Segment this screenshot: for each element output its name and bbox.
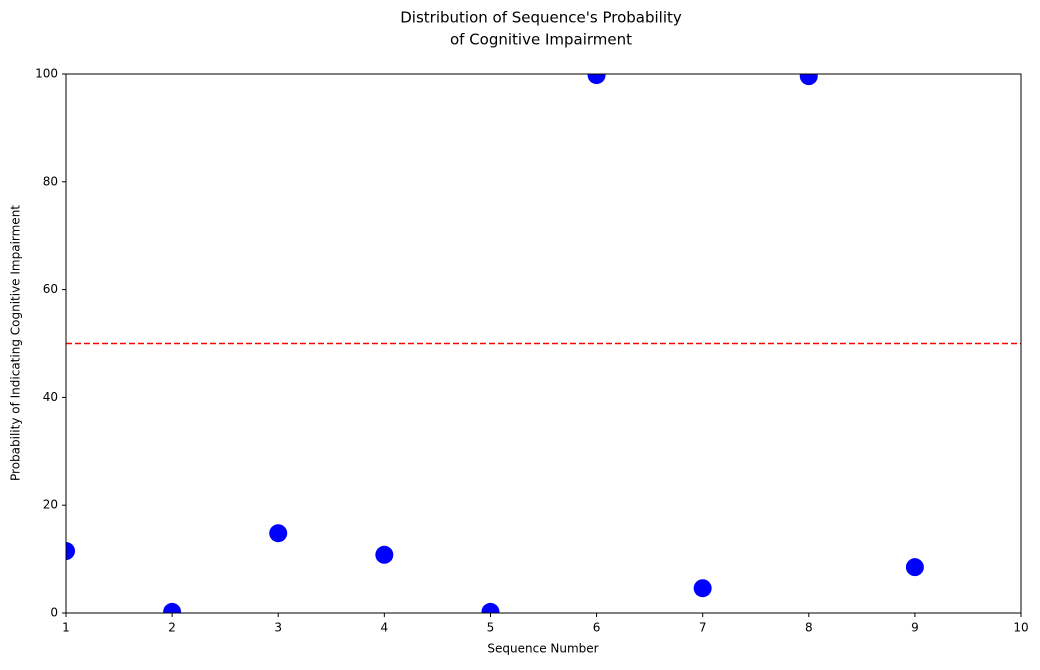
point <box>587 74 606 85</box>
x-tick-label: 8 <box>805 621 813 635</box>
x-tick-label: 4 <box>381 621 389 635</box>
x-tick-label: 7 <box>699 621 707 635</box>
point <box>375 545 394 564</box>
plot-area <box>66 74 1021 613</box>
x-tick-label: 3 <box>274 621 282 635</box>
y-tick-label: 0 <box>50 606 58 620</box>
point <box>905 558 924 577</box>
x-tick-label: 5 <box>487 621 495 635</box>
point <box>66 542 75 561</box>
x-tick-label: 2 <box>168 621 176 635</box>
x-tick-label: 10 <box>1013 621 1028 635</box>
y-tick-label: 40 <box>43 390 58 404</box>
point <box>799 74 818 86</box>
y-axis-label: Probability of Indicating Cognitive Impa… <box>9 205 23 481</box>
y-tick-label: 20 <box>43 498 58 512</box>
point <box>693 579 712 598</box>
point <box>269 524 288 543</box>
x-axis-label: Sequence Number <box>487 642 598 656</box>
point <box>481 602 500 613</box>
y-tick-label: 60 <box>43 282 58 296</box>
y-tick-label: 80 <box>43 174 58 188</box>
axes-frame <box>65 73 1022 614</box>
x-tick-label: 6 <box>593 621 601 635</box>
chart-title: Distribution of Sequence's Probability <box>400 9 682 27</box>
x-tick-label: 1 <box>62 621 70 635</box>
chart-title: of Cognitive Impairment <box>450 31 632 49</box>
point <box>163 602 182 613</box>
x-tick-label: 9 <box>911 621 919 635</box>
y-tick-label: 100 <box>35 67 58 81</box>
